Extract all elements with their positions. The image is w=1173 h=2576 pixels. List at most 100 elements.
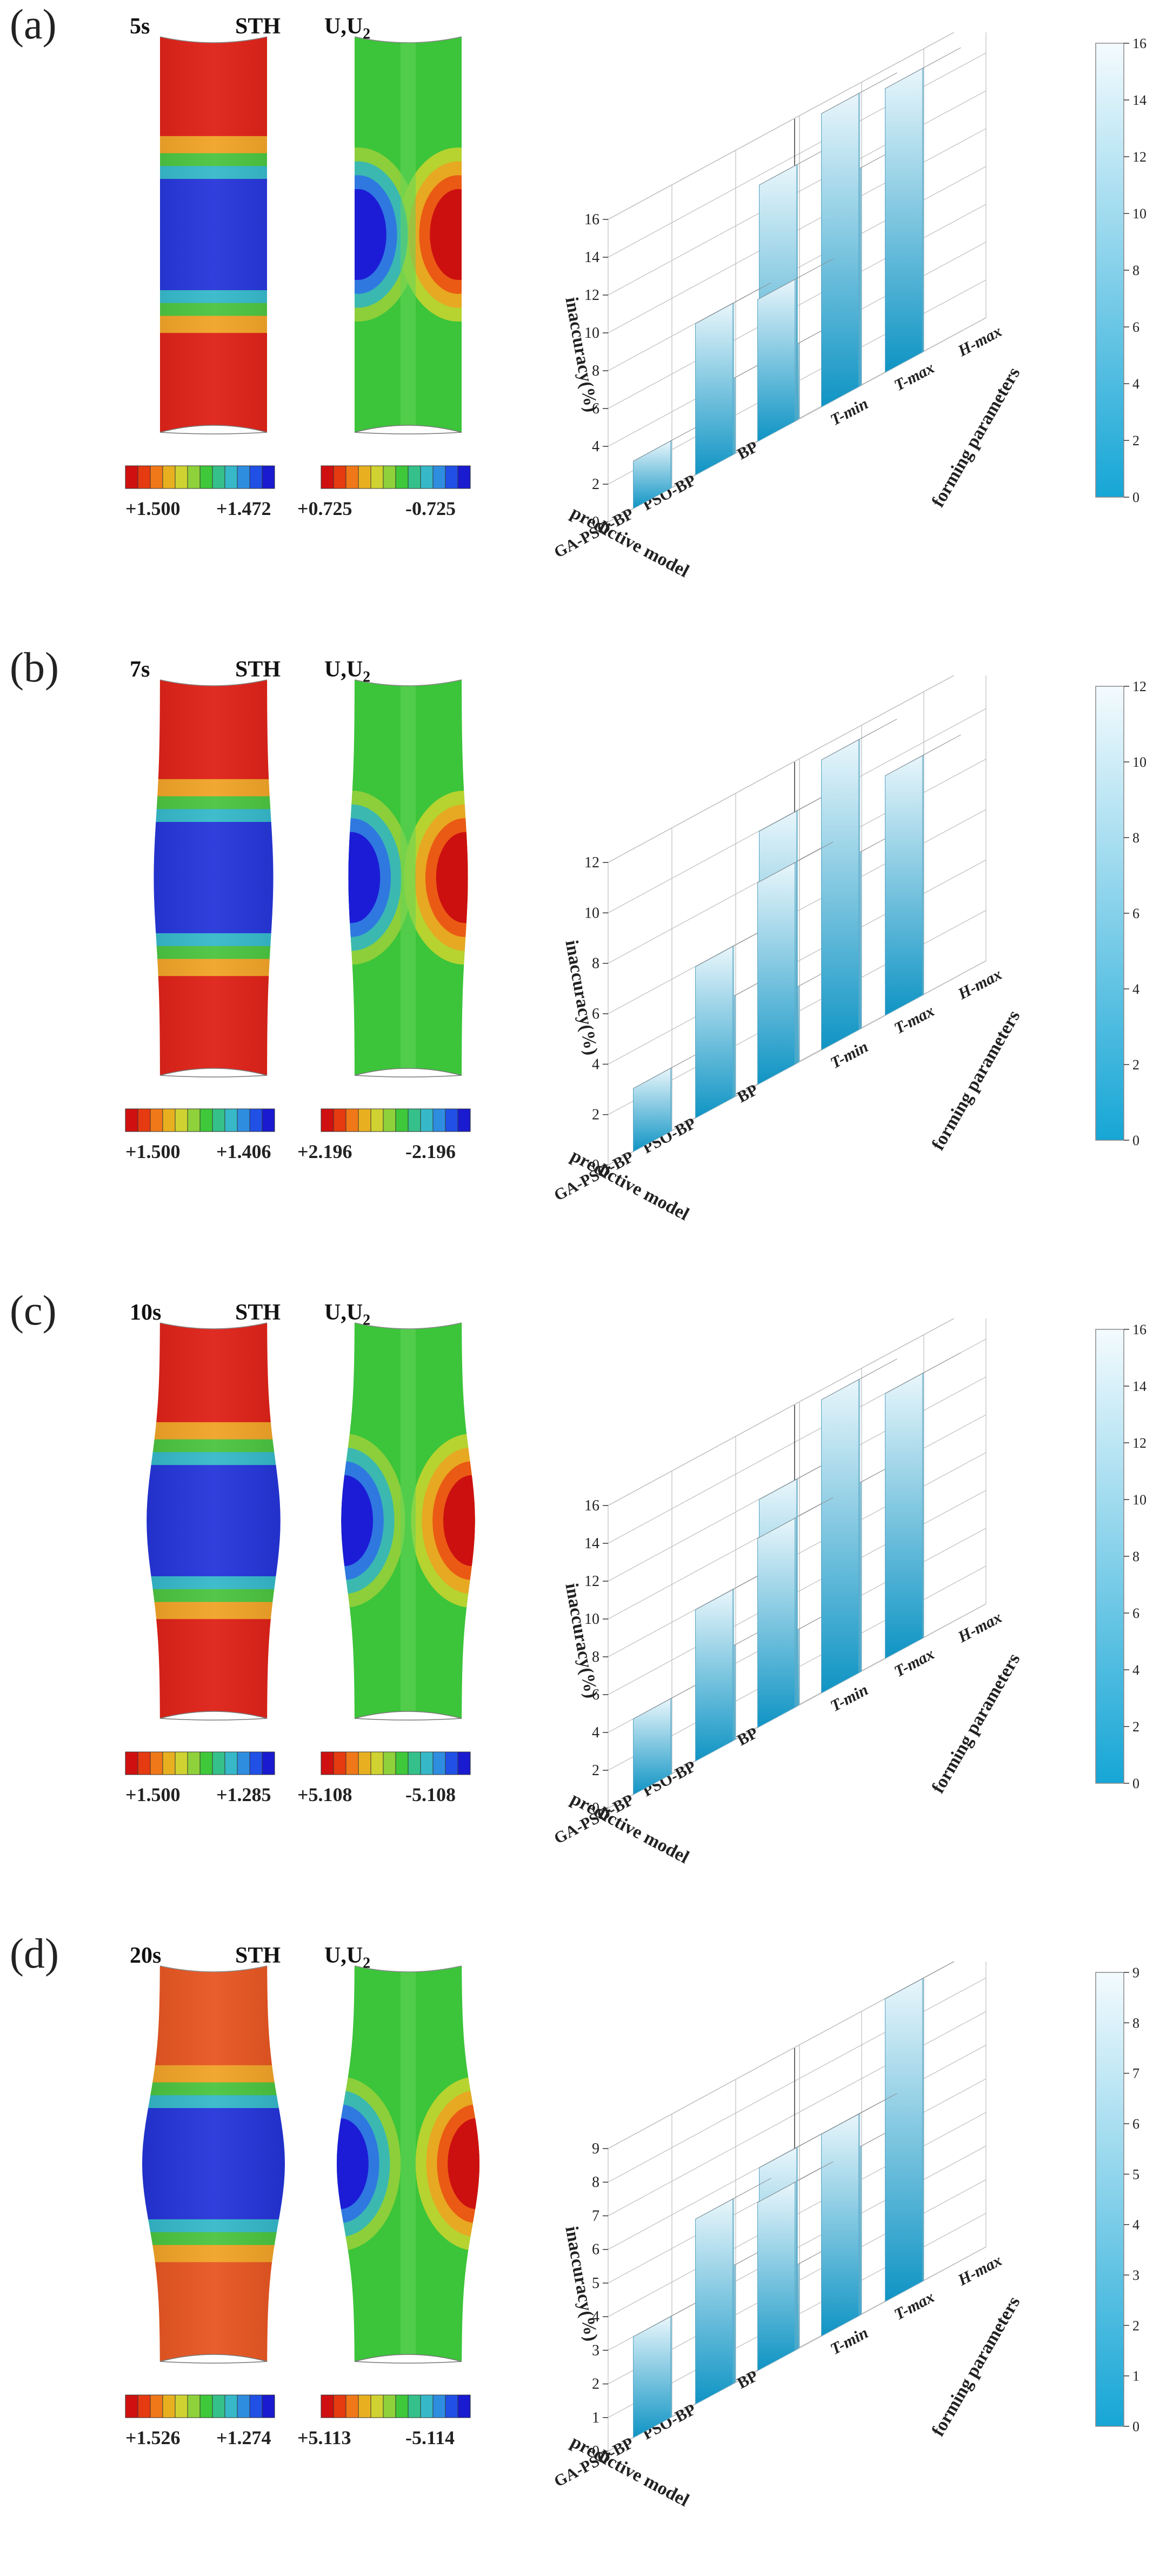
colorbar-tick-label: 12 <box>1132 681 1147 694</box>
colorbar-tick-label: 0 <box>1132 1776 1139 1789</box>
panel-c: (c) 10s STH U,U2 +1.500 +1.285 +5.108 -5… <box>0 1286 1173 1929</box>
colorbar-svg: 0 2 4 6 8 10 12 14 16 <box>1095 36 1147 505</box>
z-tick-label: 6 <box>592 1687 599 1703</box>
bar <box>885 1352 961 1659</box>
z-tick-label: 9 <box>592 2140 599 2157</box>
sth-contour <box>142 1965 285 2364</box>
z-tick-label: 14 <box>584 249 599 266</box>
bar <box>757 841 834 1085</box>
colorbar: 0 2 4 6 8 10 12 <box>1089 679 1170 1148</box>
y-axis-title: forming parameters <box>928 364 1024 511</box>
colorbar-tick-label: 5 <box>1132 2166 1139 2182</box>
u2-contour <box>348 679 468 1078</box>
bar <box>885 1957 961 2302</box>
colorbar-tick-label: 6 <box>1132 906 1139 921</box>
colorbar-gradient <box>1095 686 1124 1141</box>
bar <box>695 1568 771 1762</box>
bar <box>757 1497 834 1728</box>
u2-label: U,U2 <box>324 14 370 43</box>
colorbar-tick-label: 3 <box>1132 2267 1139 2283</box>
z-axis: 0 2 4 6 8 10 12 14 16 inaccuracy(%) <box>561 211 608 531</box>
u2-legend-min: -2.196 <box>405 1141 456 1162</box>
sth-contour <box>159 36 268 434</box>
sth-contour <box>146 1322 281 1721</box>
u2-label-sub: 2 <box>363 1955 371 1972</box>
bar-chart-svg: 0246810121416inaccuracy(%)BPPSO-BPGA-PSO… <box>551 15 1024 581</box>
sim-sth <box>124 665 303 1135</box>
sth-legend-max: +1.406 <box>216 1141 271 1162</box>
z-tick-label: 12 <box>584 1573 599 1590</box>
bar-chart: 0 2 4 6 8 10 12 14 16 inaccuracy(%) BP PSO-BP GA-PSO… <box>541 1301 1114 1868</box>
z-tick-label: 6 <box>592 1006 599 1022</box>
time-label: 10s <box>130 1300 162 1325</box>
colorbar-tick-label: 4 <box>1132 2217 1139 2233</box>
panel-b: (b) 7s STH U,U2 +1.500 +1.406 +2.196 -2.… <box>0 643 1173 1286</box>
y-tick-label: H-max <box>955 322 1005 360</box>
sim-sth <box>124 22 303 492</box>
colorbar: 0 2 4 6 8 10 12 14 16 <box>1089 1322 1170 1791</box>
z-axis-title: inaccuracy(%) <box>561 1582 601 1700</box>
sim-u2 <box>319 665 497 1135</box>
sim-sth <box>124 1951 303 2421</box>
bar <box>821 719 897 1051</box>
colorbar-gradient <box>1095 43 1124 498</box>
bar-chart-svg: 0123456789inaccuracy(%)BPPSO-BPGA-PSO-BP… <box>551 1944 1024 2511</box>
time-label: 20s <box>130 1943 162 1968</box>
sth-legend-strip <box>125 2394 275 2418</box>
bar <box>633 1047 709 1152</box>
z-tick-label: 12 <box>584 854 599 871</box>
z-tick-label: 6 <box>592 2242 599 2258</box>
y-axis-title: forming parameters <box>928 1650 1024 1797</box>
bar <box>757 2161 834 2371</box>
bar-chart: 0 1 2 3 4 5 6 7 8 9 inaccuracy(%) BP PSO-BP GA-PSO-BP… <box>541 1944 1114 2511</box>
u2-legend-strip <box>321 2394 471 2418</box>
y-tick-label: H-max <box>955 1608 1005 1646</box>
bars <box>633 719 961 1152</box>
colorbar-tick-label: 0 <box>1132 1133 1139 1146</box>
u2-legend-min: -5.114 <box>405 2427 455 2448</box>
sim-u2 <box>319 22 497 492</box>
u2-label: U,U2 <box>324 1943 370 1972</box>
bars <box>633 1957 961 2438</box>
bar <box>695 925 771 1119</box>
colorbar-tick-label: 16 <box>1132 1324 1147 1337</box>
u2-legend-strip <box>321 1751 471 1775</box>
colorbar-tick-label: 0 <box>1132 490 1139 503</box>
colorbar-tick-label: 6 <box>1132 2116 1139 2132</box>
u2-label: U,U2 <box>324 657 370 686</box>
y-axis-title: forming parameters <box>928 1007 1024 1154</box>
sth-legend-min: +1.526 <box>125 2427 181 2448</box>
z-tick-label: 6 <box>592 400 599 417</box>
u2-label-main: U,U <box>324 14 363 39</box>
u2-legend-max: +0.725 <box>297 498 352 519</box>
bar <box>757 258 834 442</box>
bar <box>633 1677 709 1795</box>
z-tick-label: 8 <box>592 955 599 972</box>
u2-legend-strip <box>321 1108 471 1132</box>
u2-contour <box>337 1965 479 2364</box>
z-tick-label: 10 <box>584 905 599 921</box>
z-tick-label: 0 <box>592 1800 599 1817</box>
y-tick-label: H-max <box>955 965 1005 1003</box>
panel-label: (d) <box>10 1930 59 1977</box>
z-tick-label: 2 <box>592 1762 599 1779</box>
colorbar: 0 1 2 3 4 5 6 7 8 9 <box>1089 1965 1170 2434</box>
colorbar-tick-label: 7 <box>1132 2066 1139 2082</box>
colorbar-tick-label: 4 <box>1132 1662 1139 1678</box>
z-tick-label: 7 <box>592 2207 599 2224</box>
panel-label: (b) <box>10 644 59 691</box>
colorbar-tick-label: 16 <box>1132 38 1147 51</box>
colorbar-tick-label: 2 <box>1132 1057 1139 1073</box>
panel-d: (d) 20s STH U,U2 +1.526 +1.274 +5.113 -5… <box>0 1929 1173 2572</box>
z-tick-label: 14 <box>584 1535 599 1552</box>
colorbar-tick-label: 2 <box>1132 1719 1139 1735</box>
colorbar-tick-label: 10 <box>1132 206 1147 222</box>
sth-contour <box>154 679 274 1078</box>
bar <box>633 420 709 509</box>
colorbar-tick-label: 12 <box>1132 149 1147 165</box>
u2-contour <box>354 36 462 434</box>
colorbar: 0 2 4 6 8 10 12 14 16 <box>1089 36 1170 505</box>
y-axis-title: forming parameters <box>928 2293 1024 2440</box>
